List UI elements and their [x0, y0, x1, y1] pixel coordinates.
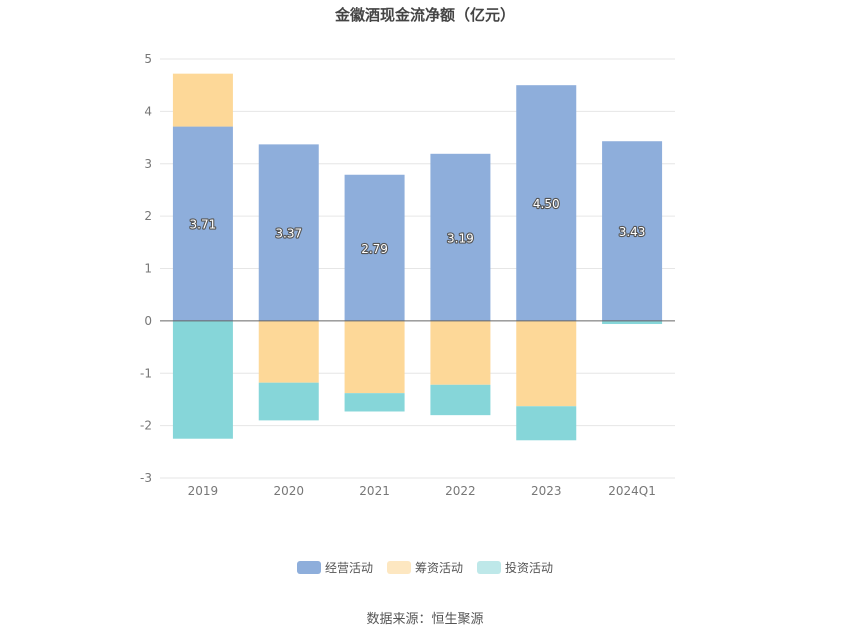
bar-operating-2022[interactable] [430, 153, 491, 321]
legend-swatch-investing [477, 561, 501, 574]
data-label-operating-2022: 3.19 [447, 231, 474, 245]
y-tick-label: 1 [144, 262, 152, 276]
bar-investing-2021[interactable] [344, 393, 405, 412]
y-tick-label: 4 [144, 104, 152, 118]
bar-financing-2023[interactable] [516, 320, 577, 407]
x-tick-labels: 2019 2020 2021 2022 2023 2024Q1 [188, 484, 656, 498]
bar-financing-2022[interactable] [430, 320, 491, 385]
bar-financing-2021[interactable] [344, 320, 405, 394]
y-tick-label: 2 [144, 209, 152, 223]
bar-financing-2020[interactable] [258, 320, 319, 383]
legend-swatch-operating [296, 561, 321, 574]
x-tick-label: 2024Q1 [608, 484, 656, 498]
bar-financing-2019[interactable] [172, 73, 233, 127]
bar-operating-2023[interactable] [516, 85, 577, 321]
x-tick-label: 2021 [359, 484, 390, 498]
y-tick-label: 0 [144, 314, 152, 328]
legend: 经营活动 筹资活动 投资活动 [0, 559, 850, 576]
data-label-operating-2024Q1: 3.43 [619, 225, 646, 239]
bar-investing-2023[interactable] [516, 406, 577, 441]
y-tick-label: -3 [140, 471, 152, 485]
chart-title: 金徽酒现金流净额（亿元） [334, 6, 515, 24]
y-tick-label: -2 [140, 419, 152, 433]
data-source: 数据来源：恒生聚源 [366, 612, 484, 627]
x-tick-label: 2022 [445, 484, 476, 498]
legend-label-operating: 经营活动 [324, 561, 373, 575]
bar-investing-2019[interactable] [172, 320, 233, 439]
x-tick-label: 2019 [188, 484, 219, 498]
y-tick-label: 3 [144, 157, 152, 171]
x-tick-label: 2023 [531, 484, 562, 498]
bar-investing-2024Q1[interactable] [602, 320, 663, 325]
bar-investing-2020[interactable] [258, 382, 319, 421]
y-tick-label: 5 [144, 52, 152, 66]
data-labels: 3.71 3.37 2.79 3.19 4.50 3.43 [188, 196, 646, 257]
legend-label-investing: 投资活动 [505, 561, 554, 575]
bar-operating-2024Q1[interactable] [602, 141, 663, 321]
legend-item-investing[interactable]: 投资活动 [477, 559, 553, 576]
legend-item-financing[interactable]: 筹资活动 [386, 559, 463, 576]
grid-lines [160, 58, 675, 479]
legend-label-financing: 筹资活动 [414, 561, 463, 575]
bars [172, 73, 663, 441]
data-label-operating-2020: 3.37 [275, 227, 302, 241]
x-tick-label: 2020 [273, 484, 304, 498]
y-tick-labels: 5 4 3 2 1 0 -1 -2 -3 [140, 52, 152, 485]
bar-operating-2020[interactable] [258, 144, 319, 321]
y-tick-label: -1 [140, 366, 152, 380]
bar-operating-2019[interactable] [172, 126, 233, 321]
data-label-operating-2019: 3.71 [190, 218, 217, 232]
data-label-operating-2021: 2.79 [361, 242, 388, 256]
bar-investing-2022[interactable] [430, 384, 491, 416]
data-label-operating-2023: 4.50 [533, 197, 560, 211]
bar-operating-2021[interactable] [344, 174, 405, 321]
legend-swatch-financing [386, 561, 411, 574]
legend-item-operating[interactable]: 经营活动 [296, 559, 373, 576]
